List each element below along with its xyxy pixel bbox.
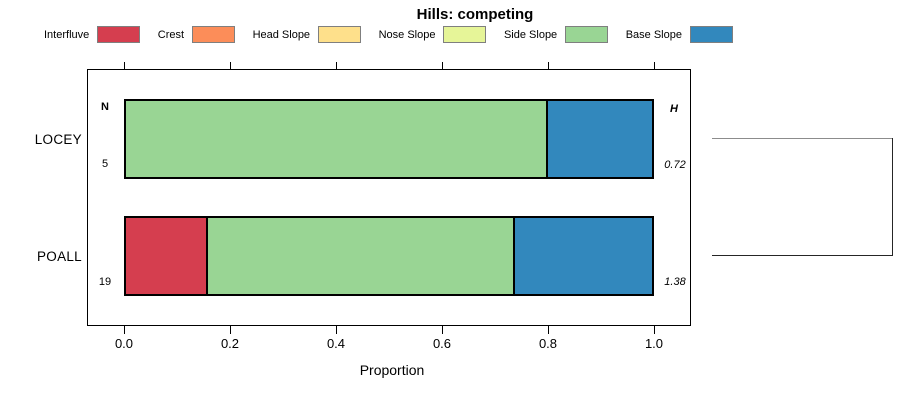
x-axis-tick-label: 0.4 <box>326 336 346 351</box>
x-axis-tick-label: 0.2 <box>220 336 240 351</box>
legend-item-label: Nose Slope <box>378 28 436 41</box>
legend-color-swatch <box>443 26 487 43</box>
x-axis-tick <box>548 326 549 334</box>
legend-item-label: Crest <box>157 28 185 41</box>
legend-item: Interfluve <box>44 26 141 43</box>
legend-item: Crest <box>157 26 236 43</box>
legend-color-swatch <box>318 26 362 43</box>
legend-item-label: Head Slope <box>252 28 311 41</box>
chart-title: Hills: competing <box>416 6 534 23</box>
dendrogram-lower-branch <box>712 255 893 256</box>
x-axis-tick-top <box>442 62 443 69</box>
x-axis-tick-top <box>654 62 655 69</box>
x-axis-tick <box>230 326 231 334</box>
legend-color-swatch <box>192 26 236 43</box>
legend-item-label: Interfluve <box>44 28 90 41</box>
bar-segment-side-slope <box>124 99 548 179</box>
legend-item: Base Slope <box>626 26 733 43</box>
legend: Interfluve Crest Head Slope Nose Slope Side … <box>44 25 733 44</box>
x-axis-tick-top <box>230 62 231 69</box>
x-axis-tick-label: 0.0 <box>114 336 134 351</box>
x-axis-title: Proportion <box>359 362 425 378</box>
bar-segment-side-slope <box>207 216 515 296</box>
legend-color-swatch <box>689 26 733 43</box>
legend-item: Side Slope <box>503 26 609 43</box>
h-value-poall: 1.38 <box>664 276 686 288</box>
legend-item: Head Slope <box>253 26 362 43</box>
legend-item-label: Side Slope <box>503 28 558 41</box>
x-axis-tick-top <box>336 62 337 69</box>
x-axis-tick <box>124 326 125 334</box>
bar-segment-interfluve <box>124 216 208 296</box>
x-axis-tick-label: 1.0 <box>644 336 664 351</box>
legend-item-label: Base Slope <box>625 28 682 41</box>
dendrogram-upper-branch <box>712 138 893 139</box>
bar-segment-base-slope <box>548 99 654 179</box>
h-column-header: H <box>670 103 678 115</box>
x-axis-tick-top <box>548 62 549 69</box>
category-label-locey: LOCEY <box>34 132 82 147</box>
h-value-locey: 0.72 <box>664 159 686 171</box>
n-column-header: N <box>101 101 109 113</box>
bar-segment-base-slope <box>514 216 654 296</box>
x-axis-tick-label: 0.8 <box>538 336 558 351</box>
x-axis-tick-label: 0.6 <box>432 336 452 351</box>
x-axis-tick <box>442 326 443 334</box>
x-axis-tick <box>336 326 337 334</box>
n-value-poall: 19 <box>98 276 112 288</box>
legend-item: Nose Slope <box>379 26 487 43</box>
category-label-poall: POALL <box>36 249 82 264</box>
dendrogram-join-line <box>892 138 893 256</box>
n-value-locey: 5 <box>101 158 109 170</box>
x-axis-tick-top <box>124 62 125 69</box>
x-axis-tick <box>654 326 655 334</box>
legend-color-swatch <box>565 26 609 43</box>
legend-color-swatch <box>97 26 141 43</box>
